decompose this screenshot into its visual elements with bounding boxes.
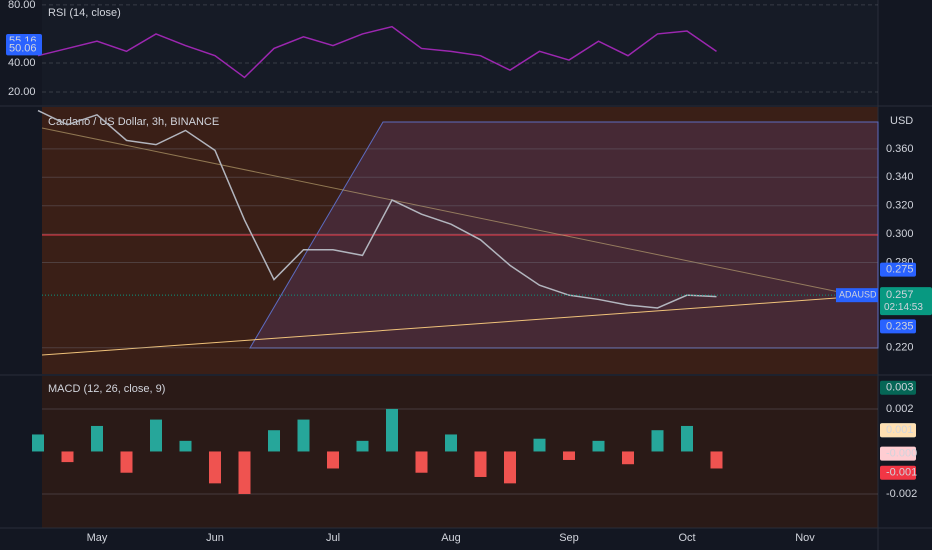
price-tag bbox=[880, 465, 916, 480]
histogram-bar bbox=[504, 451, 516, 484]
histogram-bar bbox=[150, 419, 162, 452]
pane-title: Cardano / US Dollar, 3h, BINANCE bbox=[48, 116, 219, 128]
histogram-bar bbox=[61, 451, 74, 463]
histogram-bar bbox=[681, 425, 693, 452]
price-tag-label: 50.06 bbox=[9, 42, 37, 54]
histogram-bar bbox=[91, 425, 103, 452]
price-tag-label: -0.000 bbox=[886, 448, 917, 460]
last-price-tag bbox=[880, 287, 932, 316]
histogram-bar bbox=[445, 434, 457, 452]
x-tick-label: Jun bbox=[206, 532, 224, 544]
symbol-tag bbox=[836, 288, 878, 303]
macd-pane bbox=[42, 376, 878, 528]
price-tag-label: -0.001 bbox=[886, 467, 917, 479]
histogram-bar bbox=[356, 440, 369, 452]
price-tag bbox=[880, 262, 916, 277]
histogram-bar bbox=[533, 438, 546, 452]
y-tick-label: 80.00 bbox=[8, 0, 36, 11]
y-tick-label: 0.340 bbox=[886, 171, 914, 183]
pane-title: MACD (12, 26, close, 9) bbox=[48, 383, 165, 395]
histogram-bar bbox=[32, 434, 44, 452]
y-tick-label: 0.220 bbox=[886, 342, 914, 354]
x-tick-label: Aug bbox=[441, 532, 461, 544]
y-tick-label: 0.002 bbox=[886, 403, 914, 415]
histogram-bar bbox=[415, 451, 428, 473]
histogram-bar bbox=[327, 451, 339, 469]
price-tag-label: 0.003 bbox=[886, 382, 914, 394]
x-tick-label: Oct bbox=[678, 532, 695, 544]
histogram-bar bbox=[386, 408, 398, 452]
x-tick-label: May bbox=[87, 532, 108, 544]
histogram-bar bbox=[622, 451, 634, 465]
x-tick-label: Jul bbox=[326, 532, 340, 544]
price-tag bbox=[880, 423, 916, 438]
histogram-bar bbox=[710, 451, 723, 469]
drawing bbox=[41, 127, 879, 301]
y-tick-label: -0.002 bbox=[886, 488, 917, 500]
histogram-bar bbox=[120, 451, 133, 473]
countdown-label: 02:14:53 bbox=[884, 302, 923, 313]
histogram-bar bbox=[651, 430, 664, 452]
price-tag bbox=[6, 41, 42, 56]
histogram-bar bbox=[238, 451, 251, 494]
price-tag bbox=[880, 319, 916, 334]
series-line bbox=[37, 25, 717, 79]
histogram-bar bbox=[297, 419, 310, 452]
series-line bbox=[37, 109, 717, 309]
histogram-bar bbox=[563, 451, 575, 460]
last-price-label: 0.257 bbox=[886, 289, 914, 301]
y-tick-label: 0.300 bbox=[886, 228, 914, 240]
histogram-bar bbox=[474, 451, 487, 477]
histogram-bar bbox=[268, 430, 280, 452]
y-tick-label: 0.320 bbox=[886, 200, 914, 212]
price-tag bbox=[880, 446, 916, 461]
price-tag-label: 0.235 bbox=[886, 320, 914, 332]
y-tick-label: 20.00 bbox=[8, 86, 36, 98]
histogram-bar bbox=[209, 451, 221, 484]
price-tag-label: 0.001 bbox=[886, 424, 914, 436]
y-tick-label: 40.00 bbox=[8, 57, 36, 69]
histogram-bar bbox=[592, 440, 605, 452]
price-tag-label: 0.275 bbox=[886, 264, 914, 276]
currency-label: USD bbox=[890, 115, 913, 127]
x-tick-label: Sep bbox=[559, 532, 579, 544]
y-tick-label: 0.360 bbox=[886, 143, 914, 155]
price-pane bbox=[42, 107, 878, 374]
price-tag bbox=[880, 380, 916, 395]
symbol-label: ADAUSD bbox=[839, 290, 877, 300]
pane-title: RSI (14, close) bbox=[48, 7, 121, 19]
histogram-bar bbox=[179, 440, 192, 452]
x-tick-label: Nov bbox=[795, 532, 815, 544]
drawing bbox=[41, 294, 879, 356]
